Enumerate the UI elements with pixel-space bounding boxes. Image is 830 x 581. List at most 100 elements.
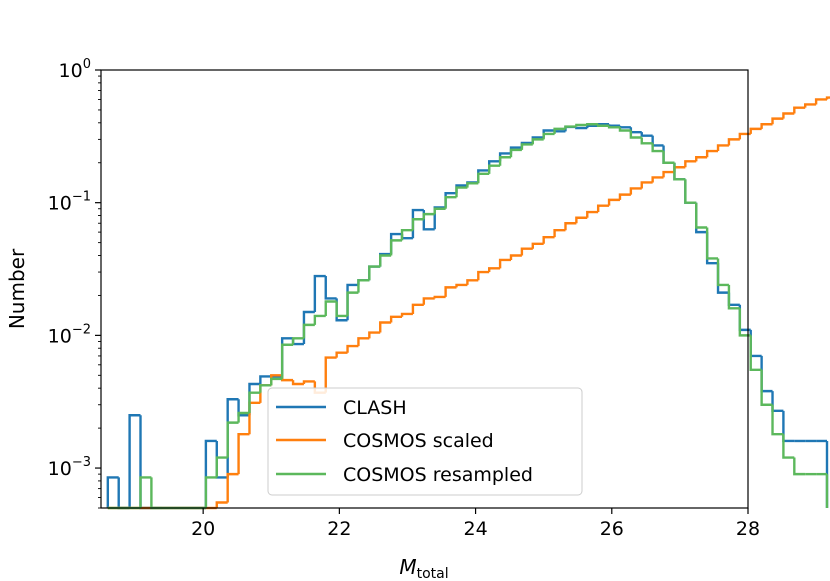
bin-cosmos-resampled — [520, 143, 533, 150]
bin-cosmos-resampled — [727, 284, 740, 310]
bin-cosmos-scaled — [335, 351, 348, 358]
bin-cosmos-scaled — [520, 247, 533, 256]
bin-cosmos-resampled — [705, 227, 719, 260]
bin-cosmos-scaled — [302, 380, 315, 385]
bin-cosmos-scaled — [727, 138, 740, 146]
bin-clash — [553, 130, 566, 133]
bin-cosmos-scaled — [400, 312, 413, 317]
bin-cosmos-resampled — [379, 254, 392, 267]
y-tick-label-exponent: −3 — [72, 455, 91, 470]
y-tick-label-exponent: 0 — [83, 57, 91, 72]
bin-cosmos-scaled — [782, 112, 795, 119]
bin-cosmos-resampled — [444, 195, 457, 209]
y-tick-label-base: 10 — [48, 193, 72, 215]
bin-cosmos-scaled — [291, 380, 304, 386]
bin-cosmos-scaled — [433, 295, 446, 299]
bin-cosmos-resampled — [455, 186, 468, 198]
bin-cosmos-resampled — [335, 301, 348, 318]
bin-clash — [433, 206, 446, 230]
bin-cosmos-resampled — [509, 148, 522, 158]
bin-cosmos-resampled — [259, 384, 272, 393]
bin-cosmos-resampled — [291, 337, 304, 345]
y-tick-label: 10−3 — [48, 455, 91, 480]
bin-clash — [313, 274, 326, 313]
bin-cosmos-scaled — [738, 132, 751, 140]
bin-cosmos-resampled — [586, 123, 599, 126]
bin-cosmos-scaled — [422, 297, 435, 305]
bin-cosmos-resampled — [488, 164, 501, 174]
bin-cosmos-resampled — [782, 434, 795, 459]
legend: CLASH COSMOS scaled COSMOS resampled — [267, 387, 583, 496]
bin-cosmos-resampled — [477, 172, 490, 184]
bin-cosmos-resampled — [433, 207, 446, 215]
bin-cosmos-scaled — [379, 321, 392, 333]
bin-cosmos-resampled — [596, 124, 610, 127]
bin-cosmos-resampled — [422, 212, 435, 220]
bin-cosmos-scaled — [760, 123, 773, 129]
bin-cosmos-resampled — [531, 138, 544, 145]
bin-cosmos-resampled — [389, 239, 403, 256]
bin-cosmos-resampled — [248, 391, 261, 413]
bin-cosmos-scaled — [346, 344, 359, 353]
x-tick-label: 26 — [600, 518, 624, 540]
bin-cosmos-resampled — [695, 202, 708, 229]
bin-cosmos-resampled — [771, 404, 784, 436]
bin-cosmos-scaled — [498, 258, 511, 269]
x-axis-label-subscript: total — [417, 566, 449, 581]
bin-cosmos-scaled — [804, 103, 817, 108]
x-tick-label: 20 — [191, 518, 215, 540]
bin-cosmos-resampled — [640, 137, 653, 145]
bin-clash — [575, 126, 588, 130]
bin-cosmos-resampled — [684, 179, 697, 204]
bin-cosmos-scaled — [640, 181, 653, 189]
bin-cosmos-scaled — [618, 193, 631, 200]
bin-cosmos-scaled — [488, 267, 501, 273]
x-axis-label-main: M — [399, 555, 416, 579]
y-tick-label: 100 — [59, 57, 91, 82]
bin-cosmos-resampled — [575, 123, 588, 127]
bin-cosmos-scaled — [444, 286, 457, 297]
plot-frame — [100, 69, 749, 509]
bin-cosmos-scaled — [215, 501, 228, 508]
bin-cosmos-scaled — [596, 204, 610, 213]
y-tick-label: 10−1 — [48, 190, 91, 215]
y-tick-label: 10−2 — [48, 322, 91, 347]
bin-clash — [259, 375, 272, 385]
bin-cosmos-scaled — [716, 144, 729, 152]
bin-cosmos-resampled — [400, 229, 413, 241]
bin-cosmos-resampled — [270, 377, 283, 386]
bin-cosmos-resampled — [618, 127, 631, 132]
bin-cosmos-scaled — [455, 283, 468, 288]
y-tick-label-base: 10 — [48, 325, 72, 347]
bin-cosmos-scaled — [575, 216, 588, 224]
x-axis-label: Mtotal — [399, 555, 448, 581]
bin-clash — [324, 276, 337, 300]
bin-cosmos-scaled — [695, 156, 708, 162]
bin-cosmos-scaled — [771, 117, 784, 125]
legend-label-cosmos-resampled: COSMOS resampled — [343, 464, 533, 486]
bin-cosmos-scaled — [542, 235, 555, 244]
bin-cosmos-resampled — [139, 476, 152, 508]
bin-cosmos-scaled — [237, 432, 250, 475]
bin-cosmos-scaled — [793, 106, 806, 114]
bin-cosmos-resampled — [793, 457, 806, 476]
bin-cosmos-scaled — [509, 254, 522, 260]
bin-cosmos-scaled — [825, 96, 830, 100]
bin-cosmos-resampled — [346, 291, 359, 316]
bin-cosmos-scaled — [357, 337, 370, 347]
bin-cosmos-resampled — [411, 218, 424, 231]
bin-cosmos-resampled — [368, 265, 381, 281]
bin-cosmos-resampled — [302, 323, 315, 339]
bin-cosmos-resampled — [662, 151, 675, 164]
bin-cosmos-resampled — [237, 411, 250, 423]
bin-cosmos-resampled — [357, 279, 370, 293]
bin-cosmos-scaled — [814, 98, 827, 105]
bin-cosmos-scaled — [466, 279, 479, 285]
bin-cosmos-resampled — [498, 156, 511, 166]
x-tick-label: 22 — [327, 518, 351, 540]
bin-cosmos-scaled — [531, 242, 544, 249]
bin-cosmos-scaled — [684, 160, 697, 168]
bin-cosmos-scaled — [411, 303, 424, 314]
bin-cosmos-scaled — [477, 270, 490, 281]
